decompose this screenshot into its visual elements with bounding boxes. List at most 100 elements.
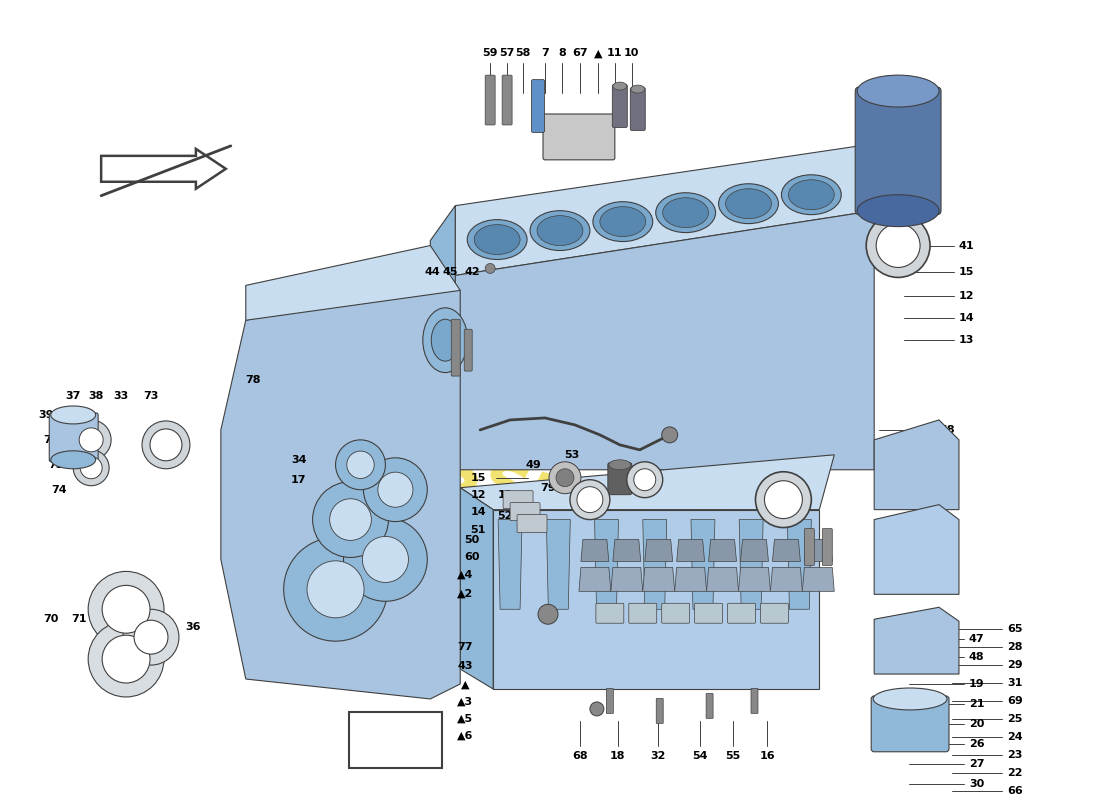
Text: 8: 8 <box>558 48 565 58</box>
Polygon shape <box>708 539 737 562</box>
Text: 12: 12 <box>959 291 975 302</box>
Text: 47: 47 <box>969 634 984 644</box>
Text: 23: 23 <box>1006 750 1022 760</box>
Text: 16: 16 <box>760 750 775 761</box>
Text: 61: 61 <box>939 533 955 542</box>
Text: 9: 9 <box>939 568 947 578</box>
Circle shape <box>123 610 179 665</box>
FancyBboxPatch shape <box>694 603 723 623</box>
Text: 45: 45 <box>442 267 458 278</box>
Ellipse shape <box>789 180 834 210</box>
Text: 14: 14 <box>959 314 975 323</box>
Ellipse shape <box>474 225 520 254</box>
Polygon shape <box>874 607 959 674</box>
Circle shape <box>79 428 103 452</box>
Circle shape <box>74 450 109 486</box>
Text: 27: 27 <box>969 758 984 769</box>
Polygon shape <box>579 567 610 591</box>
Polygon shape <box>595 519 618 610</box>
Circle shape <box>764 481 802 518</box>
Text: 20: 20 <box>969 719 984 729</box>
Circle shape <box>72 420 111 460</box>
Text: 38: 38 <box>88 391 103 401</box>
Text: 48: 48 <box>969 652 984 662</box>
Polygon shape <box>874 505 959 594</box>
Circle shape <box>150 429 182 461</box>
Polygon shape <box>642 567 674 591</box>
Polygon shape <box>645 539 673 562</box>
Text: 19: 19 <box>969 679 984 689</box>
Circle shape <box>576 486 603 513</box>
FancyBboxPatch shape <box>706 694 713 718</box>
Ellipse shape <box>51 451 96 469</box>
Polygon shape <box>610 567 642 591</box>
Text: 61: 61 <box>607 466 623 477</box>
Text: 18: 18 <box>610 750 626 761</box>
Text: 79: 79 <box>540 482 556 493</box>
Circle shape <box>570 480 609 519</box>
Circle shape <box>336 440 385 490</box>
Polygon shape <box>739 519 763 610</box>
Text: 42: 42 <box>464 267 480 278</box>
Ellipse shape <box>468 220 527 259</box>
Text: ▲5: ▲5 <box>458 714 473 724</box>
Circle shape <box>307 561 364 618</box>
FancyBboxPatch shape <box>502 75 513 125</box>
Text: 13: 13 <box>497 490 513 500</box>
Text: 49: 49 <box>525 460 541 470</box>
Text: 14: 14 <box>471 506 486 517</box>
Polygon shape <box>221 281 460 699</box>
FancyBboxPatch shape <box>485 75 495 125</box>
Text: 55: 55 <box>725 750 740 761</box>
FancyBboxPatch shape <box>804 529 814 566</box>
Text: 60: 60 <box>464 553 480 562</box>
Text: 15: 15 <box>471 473 486 482</box>
Text: 51: 51 <box>471 525 486 534</box>
Text: 43: 43 <box>458 661 473 671</box>
Polygon shape <box>738 567 770 591</box>
Text: ▲ = 1: ▲ = 1 <box>374 733 416 747</box>
FancyBboxPatch shape <box>751 689 758 714</box>
Circle shape <box>662 427 678 443</box>
Text: 39: 39 <box>39 410 54 420</box>
Text: 74: 74 <box>52 485 67 494</box>
Polygon shape <box>613 539 641 562</box>
Polygon shape <box>772 539 801 562</box>
Ellipse shape <box>422 308 468 373</box>
Text: 37: 37 <box>66 391 81 401</box>
Polygon shape <box>547 519 570 610</box>
Polygon shape <box>788 519 812 610</box>
FancyBboxPatch shape <box>510 502 540 521</box>
Text: 13: 13 <box>959 335 975 346</box>
Text: 64: 64 <box>939 478 955 489</box>
Circle shape <box>102 586 150 633</box>
FancyBboxPatch shape <box>613 85 627 127</box>
Text: 62: 62 <box>939 550 955 561</box>
Polygon shape <box>770 567 802 591</box>
Text: ▲6: ▲6 <box>456 731 473 741</box>
FancyBboxPatch shape <box>349 712 442 768</box>
Circle shape <box>346 451 374 478</box>
Text: 11: 11 <box>607 48 623 58</box>
FancyBboxPatch shape <box>760 603 789 623</box>
FancyBboxPatch shape <box>662 603 690 623</box>
FancyBboxPatch shape <box>451 319 460 376</box>
FancyBboxPatch shape <box>630 87 646 130</box>
FancyBboxPatch shape <box>596 603 624 623</box>
Text: 31: 31 <box>1006 678 1022 688</box>
Polygon shape <box>430 206 455 500</box>
Text: 78: 78 <box>245 375 261 385</box>
Ellipse shape <box>609 460 630 470</box>
Polygon shape <box>740 539 769 562</box>
Text: 73: 73 <box>143 391 158 401</box>
Text: 30: 30 <box>969 778 984 789</box>
Text: a passion for: a passion for <box>256 383 804 596</box>
Ellipse shape <box>662 198 708 228</box>
Circle shape <box>485 263 495 274</box>
FancyBboxPatch shape <box>657 698 663 723</box>
Circle shape <box>88 622 164 697</box>
Text: ▲: ▲ <box>461 680 470 690</box>
Ellipse shape <box>630 85 645 93</box>
Text: 36: 36 <box>185 622 200 632</box>
Text: 77: 77 <box>458 642 473 652</box>
